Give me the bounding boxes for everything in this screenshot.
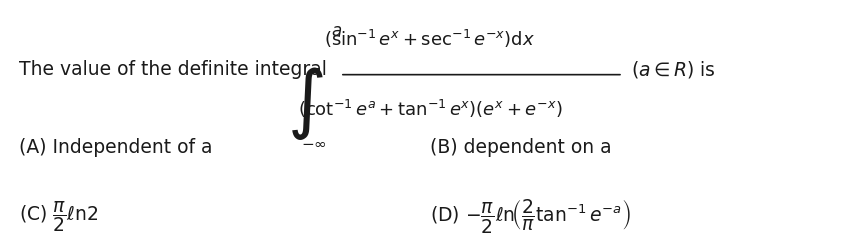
Text: $\int$: $\int$ bbox=[287, 65, 324, 143]
Text: $(a \in R)$ is: $(a \in R)$ is bbox=[631, 59, 716, 80]
Text: $-\infty$: $-\infty$ bbox=[300, 136, 326, 150]
Text: The value of the definite integral: The value of the definite integral bbox=[19, 60, 327, 79]
Text: (D) $-\dfrac{\pi}{2}\ell\mathrm{n}\!\left(\dfrac{2}{\pi}\tan^{-1}e^{-a}\right)$: (D) $-\dfrac{\pi}{2}\ell\mathrm{n}\!\lef… bbox=[430, 197, 631, 235]
Text: $(\cot^{-1}e^{a}+\tan^{-1}e^{x})(e^{x}+e^{-x})$: $(\cot^{-1}e^{a}+\tan^{-1}e^{x})(e^{x}+e… bbox=[298, 98, 562, 120]
Text: $(\sin^{-1}e^{x}+\sec^{-1}e^{-x})\mathrm{d}x$: $(\sin^{-1}e^{x}+\sec^{-1}e^{-x})\mathrm… bbox=[324, 28, 536, 50]
Text: $a$: $a$ bbox=[331, 22, 342, 40]
Text: (C) $\dfrac{\pi}{2}\ell\mathrm{n}2$: (C) $\dfrac{\pi}{2}\ell\mathrm{n}2$ bbox=[19, 199, 98, 234]
Text: (A) Independent of a: (A) Independent of a bbox=[19, 138, 212, 157]
Text: (B) dependent on a: (B) dependent on a bbox=[430, 138, 611, 157]
